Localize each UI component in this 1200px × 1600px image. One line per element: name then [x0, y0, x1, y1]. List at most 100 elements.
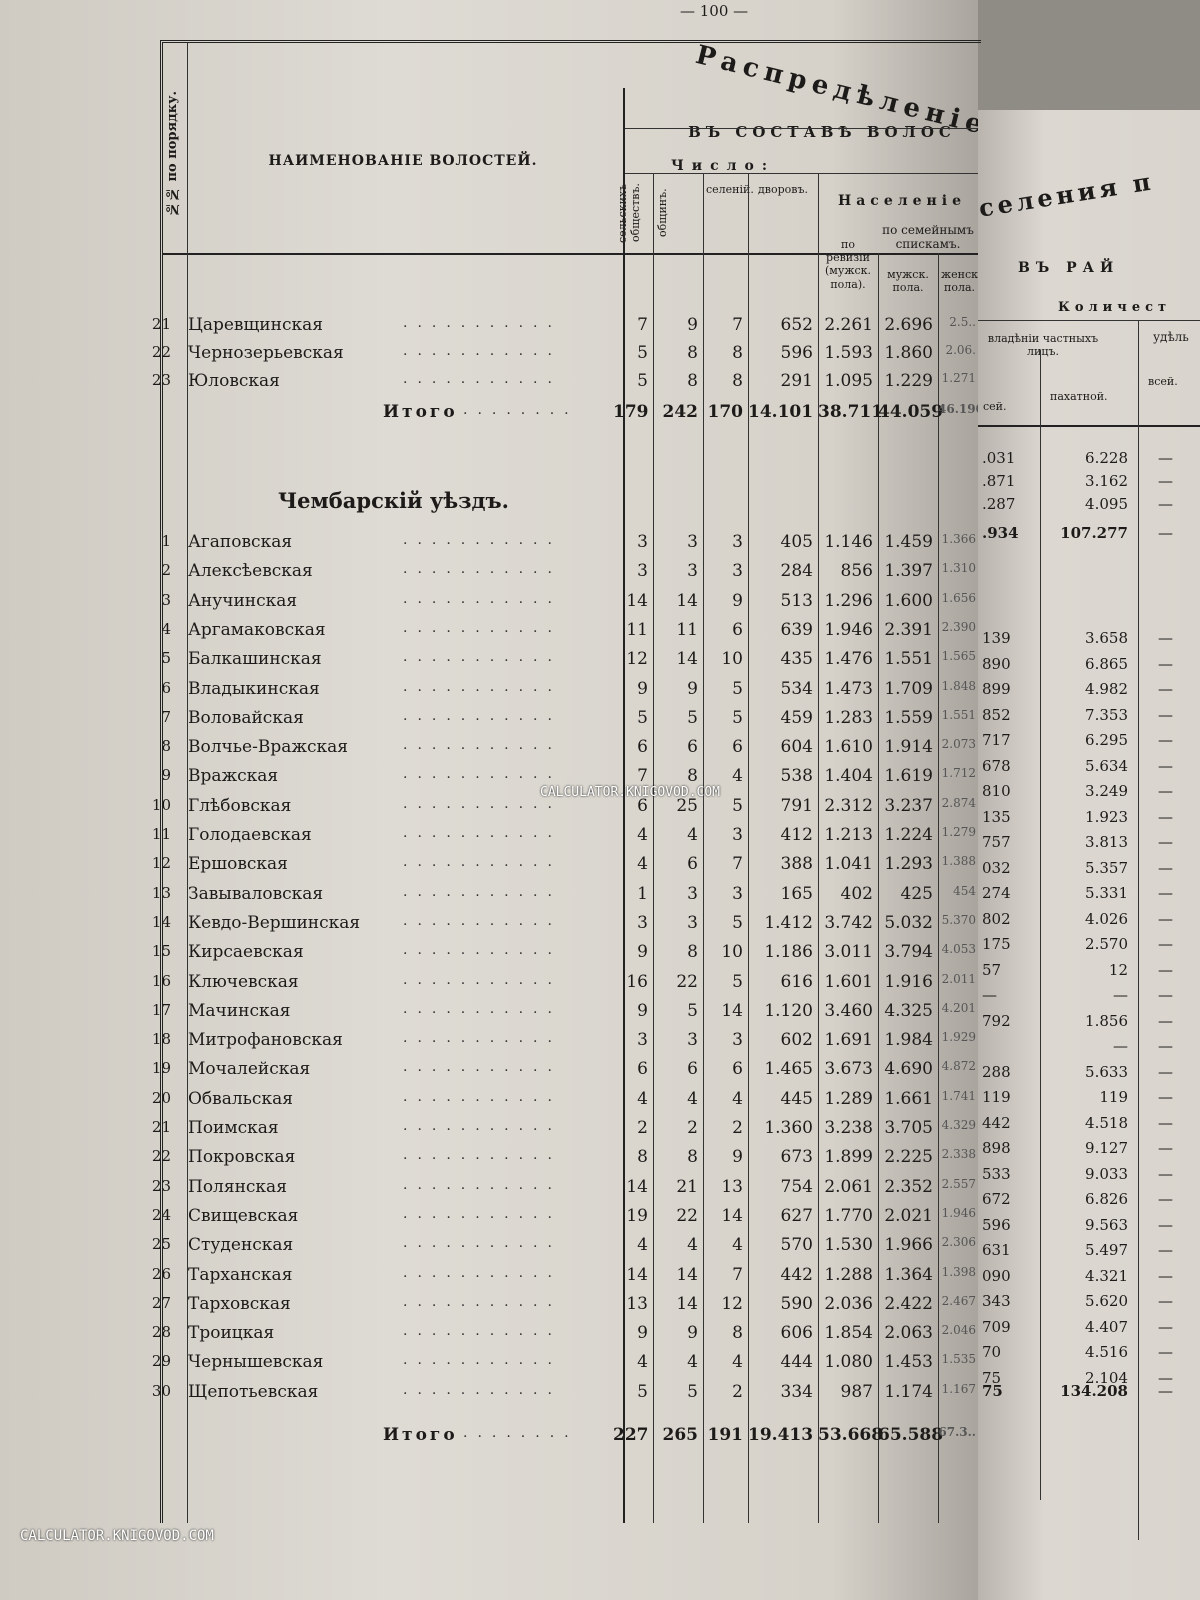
volost-name: Юловская — [188, 371, 280, 391]
cell-value: 2.557 — [941, 1176, 976, 1191]
dash: — — [1158, 1368, 1173, 1387]
row-number: 7 — [161, 707, 171, 726]
cell-value: 5 — [732, 912, 743, 933]
cell-value: 175 — [982, 935, 1011, 953]
cell-value: 5 — [732, 971, 743, 992]
cell-value: 672 — [982, 1190, 1011, 1208]
cell-value: 1.397 — [884, 561, 933, 582]
cell-value: 2.391 — [884, 619, 933, 640]
cell-value: 139 — [982, 629, 1011, 647]
dash: — — [1158, 680, 1173, 698]
cell-value: 19 — [626, 1205, 648, 1226]
cell-value: 9 — [687, 678, 698, 699]
header-population: Населеніе — [838, 193, 966, 209]
cell-value: 3 — [637, 912, 648, 933]
table-row: 24 Свищевская........... 19 22 14 627 1.770 2.0… — [152, 1202, 981, 1230]
cell-value: 4.325 — [884, 1000, 933, 1021]
cell-value: 4.518 — [1085, 1113, 1128, 1132]
cell-value: 1.854 — [824, 1323, 873, 1344]
volost-name: Аргамаковская — [188, 619, 326, 640]
cell-value: 2 — [687, 1118, 698, 1138]
right-table-row: 890 6.865 — — [978, 651, 1200, 679]
cell-value: 3.673 — [824, 1059, 873, 1080]
cell-value: 4 — [732, 1352, 743, 1373]
total-label: Итого — [383, 402, 458, 422]
cell-value: 1.966 — [884, 1235, 933, 1256]
cell-value: 5.633 — [1085, 1062, 1128, 1081]
table-row: 7 Воловайская........... 5 5 5 459 1.283 1.559 1… — [161, 704, 981, 732]
right-col-appanage: удѣль — [1153, 330, 1189, 344]
cell-value: 165 — [780, 883, 813, 904]
row-number: 2 — [161, 561, 171, 580]
cell-value: 3 — [637, 561, 648, 582]
leader-dots: ........... — [403, 371, 562, 387]
leader-dots: ........... — [403, 1030, 562, 1047]
cell-value: 1.551 — [884, 649, 933, 670]
cell-value: 3 — [687, 561, 698, 582]
cell-value: 899 — [982, 680, 1011, 698]
cell-value: 6 — [637, 795, 648, 816]
cell-value: 5 — [637, 343, 648, 363]
dash: — — [1158, 705, 1173, 724]
volost-name: Алексѣевская — [188, 561, 313, 582]
cell-value: 1.565 — [941, 649, 976, 664]
cell-value: 5.620 — [1085, 1292, 1128, 1310]
cell-value: 445 — [780, 1088, 813, 1109]
cell-value: 14 — [676, 649, 698, 670]
cell-value: 7 — [637, 315, 648, 335]
cell-value: 7 — [732, 315, 743, 335]
cell-value: 1 — [637, 883, 648, 904]
cell-value: 5.497 — [1085, 1241, 1128, 1259]
leader-dots: ........... — [403, 1118, 562, 1134]
cell-value: 534 — [780, 678, 813, 699]
cell-value: 14 — [676, 1264, 698, 1285]
cell-value: 1.167 — [941, 1381, 976, 1396]
right-table-row: .934 107.277 — — [978, 520, 1200, 548]
right-table-row: 709 4.407 — — [978, 1314, 1200, 1342]
cell-value: 291 — [780, 371, 813, 391]
volost-name: Покровская — [188, 1147, 296, 1168]
leader-dots: ........... — [403, 532, 562, 548]
cell-value: 119 — [982, 1088, 1011, 1106]
volost-name: Полянская — [188, 1176, 287, 1197]
volost-name: Воловайская — [188, 707, 304, 728]
cell-value: 890 — [982, 654, 1011, 673]
cell-value: 3.237 — [884, 795, 933, 816]
cell-value: 1.465 — [764, 1059, 813, 1080]
volost-name: Кевдо-Вершинская — [188, 912, 361, 933]
cell-value: 53.668 — [818, 1425, 884, 1445]
cell-value: 8 — [687, 343, 698, 363]
cell-value: 284 — [780, 561, 813, 582]
dash: — — [1158, 960, 1173, 979]
row-number: 24 — [151, 1205, 171, 1224]
cell-value: .934 — [982, 524, 1019, 542]
right-table-row: — — — [978, 1033, 1200, 1061]
cell-value: 191 — [707, 1425, 744, 1445]
cell-value: 2 — [732, 1381, 743, 1402]
dash: — — [1158, 1011, 1173, 1030]
right-table-row: — — — — [978, 982, 1200, 1010]
cell-value: 14 — [626, 590, 648, 611]
leader-dots: ........... — [403, 912, 562, 929]
table-row: 2 Алексѣевская........... 3 3 3 284 856 1.397 1.… — [161, 557, 981, 585]
cell-value: 3 — [732, 825, 743, 845]
cell-value: 4 — [637, 1235, 648, 1256]
cell-value: 6 — [637, 1059, 648, 1080]
cell-value: 1.271 — [941, 371, 976, 385]
cell-value: 4.516 — [1085, 1343, 1128, 1361]
right-table-row: 139 3.658 — — [978, 625, 1200, 653]
cell-value: 791 — [780, 795, 813, 816]
cell-value: 75 — [982, 1382, 1003, 1400]
cell-value: 4.407 — [1085, 1317, 1128, 1336]
leader-dots: ........... — [403, 1323, 562, 1340]
cell-value: 1.229 — [884, 371, 933, 391]
dash: — — [1158, 884, 1173, 902]
cell-value: 425 — [900, 883, 933, 904]
volost-name: Ершовская — [188, 854, 288, 875]
cell-value: 673 — [780, 1147, 813, 1168]
cell-value: 14 — [721, 1000, 743, 1021]
cell-value: 7.353 — [1085, 705, 1128, 724]
dash: — — [1158, 1037, 1173, 1055]
row-number: 22 — [151, 1147, 171, 1166]
right-table-row: 274 5.331 — — [978, 880, 1200, 908]
